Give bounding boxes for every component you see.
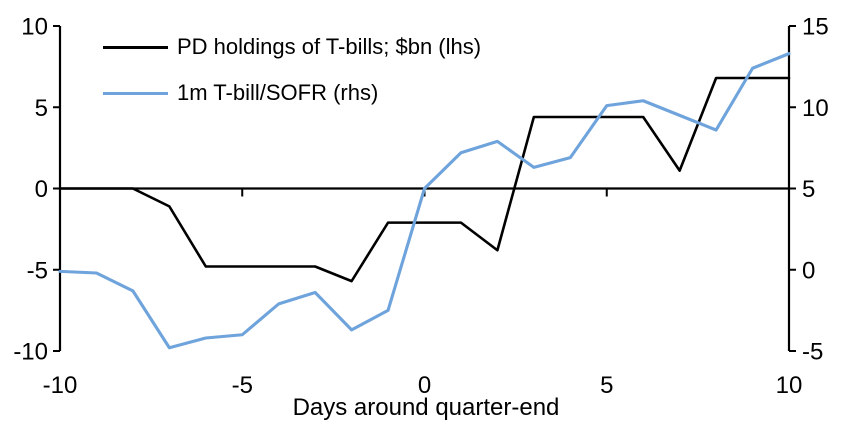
right-axis-tick-label: -5 xyxy=(802,339,823,366)
left-axis-tick-label: 5 xyxy=(35,95,48,122)
x-axis-title: Days around quarter-end xyxy=(292,394,560,421)
x-axis-tick-label: 10 xyxy=(776,372,803,399)
left-axis-tick-label: -5 xyxy=(27,257,48,284)
legend-label-pd-holdings: PD holdings of T-bills; $bn (lhs) xyxy=(177,34,482,59)
x-axis-tick-label: 0 xyxy=(418,372,431,399)
legend-line-sample-blue-icon xyxy=(103,91,168,95)
left-axis-tick-label: -10 xyxy=(13,339,48,366)
right-axis-tick-label: 5 xyxy=(802,176,815,203)
legend: PD holdings of T-bills; $bn (lhs) 1m T-b… xyxy=(103,34,481,106)
legend-item-pd-holdings: PD holdings of T-bills; $bn (lhs) xyxy=(103,34,481,60)
legend-label-tbill-sofr: 1m T-bill/SOFR (rhs) xyxy=(177,80,379,105)
right-axis-tick-label: 0 xyxy=(802,257,815,284)
left-axis-tick-label: 10 xyxy=(21,14,48,41)
right-axis-tick-label: 10 xyxy=(802,95,829,122)
legend-line-sample-black-icon xyxy=(103,45,168,49)
x-axis-tick-label: -10 xyxy=(43,372,78,399)
series-line-pd-holdings xyxy=(58,76,791,283)
x-axis-tick-label: 5 xyxy=(600,372,613,399)
series-line-tbill-sofr xyxy=(58,52,791,350)
left-axis-tick-label: 0 xyxy=(35,176,48,203)
legend-item-tbill-sofr: 1m T-bill/SOFR (rhs) xyxy=(103,80,481,106)
x-axis-tick-label: -5 xyxy=(232,372,253,399)
right-axis-tick-label: 15 xyxy=(802,14,829,41)
